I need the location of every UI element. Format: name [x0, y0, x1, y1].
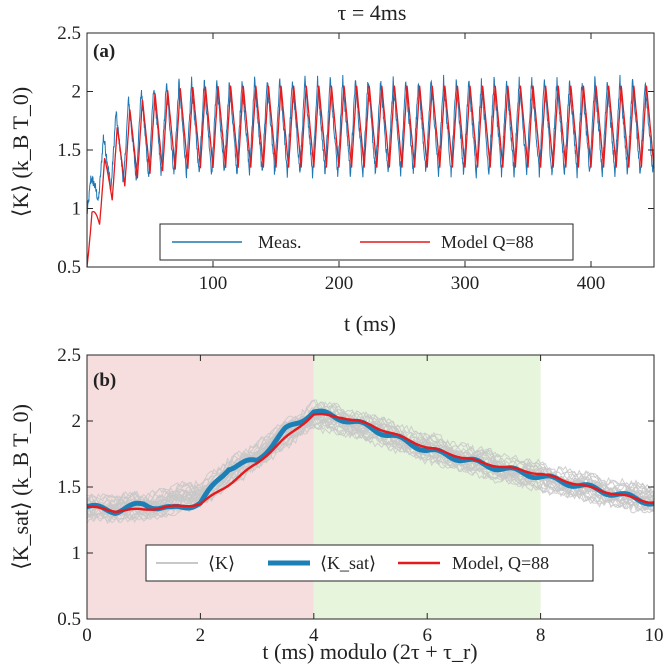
panel-b-y-label: ⟨K_sat⟩ (k_B T_0)	[8, 404, 33, 570]
series-k-trace	[86, 399, 655, 511]
legend-k-label: ⟨K⟩	[208, 553, 235, 573]
panel-a-legend: Meas. Model Q=88	[159, 223, 574, 261]
panel-a-y-tick-label: 1.5	[57, 140, 81, 161]
figure-title: τ = 4ms	[338, 0, 407, 25]
panel-b-y-tick-label: 1.5	[57, 477, 81, 498]
panel-a-series	[86, 74, 655, 268]
panel-b-x-ticks: 0 2 4 6 8 10	[82, 355, 664, 646]
panel-a-y-tick-label: 0.5	[57, 257, 81, 278]
series-k-trace	[86, 418, 655, 524]
panel-b-x-tick-label: 2	[196, 625, 206, 646]
legend-meas-label: Meas.	[258, 232, 302, 252]
panel-b: 0 2 4 6 8 10 0.5 1 1.5 2 2.5 (b) t (ms) modulo (2…	[8, 345, 664, 664]
panel-a-x-label: t (ms)	[344, 311, 396, 336]
panel-a-y-ticks: 0.5 1 1.5 2 2.5	[57, 23, 654, 278]
panel-b-series	[85, 408, 656, 516]
panel-b-label: (b)	[93, 370, 116, 391]
series-model-b-line	[86, 412, 655, 513]
legend-model-label: Model Q=88	[441, 232, 534, 252]
legend-model-b-label: Model, Q=88	[452, 553, 549, 573]
panel-b-x-label: t (ms) modulo (2τ + τ_r)	[262, 639, 477, 664]
legend-ksat-label: ⟨K_sat⟩	[320, 553, 376, 573]
panel-b-legend-box	[145, 544, 594, 582]
series-k-trace	[86, 418, 655, 524]
panel-a-y-tick-label: 2.5	[57, 23, 81, 44]
panel-b-y-tick-label: 2.5	[57, 345, 81, 366]
panel-b-y-tick-label: 2	[72, 411, 82, 432]
panel-b-x-tick-label: 4	[309, 625, 319, 646]
series-ksat-line	[85, 408, 656, 516]
panel-b-y-ticks: 0.5 1 1.5 2 2.5	[57, 345, 654, 630]
series-model-line	[86, 85, 655, 268]
panel-a-y-tick-label: 1	[72, 199, 82, 220]
panel-a-y-tick-label: 2	[72, 82, 82, 103]
panel-b-y-tick-label: 1	[72, 543, 82, 564]
panel-a-y-label: ⟨K⟩ (k_B T_0)	[8, 87, 33, 217]
series-k-trace	[87, 399, 655, 510]
panel-b-legend: ⟨K⟩ ⟨K_sat⟩ Model, Q=88	[145, 544, 594, 582]
panel-a-x-tick-label: 100	[199, 273, 228, 294]
panel-b-x-tick-label: 6	[422, 625, 432, 646]
panel-b-x-tick-label: 10	[645, 625, 664, 646]
panel-b-x-tick-label: 0	[82, 625, 92, 646]
panel-a-x-ticks: 100 200 300 400	[199, 33, 606, 294]
panel-a: 100 200 300 400 0.5 1 1.5 2 2.5 (a) t (ms) ⟨K⟩ …	[8, 23, 655, 336]
panel-a-x-tick-label: 300	[451, 273, 480, 294]
panel-a-label: (a)	[93, 41, 115, 62]
panel-a-x-tick-label: 400	[577, 273, 606, 294]
panel-b-x-tick-label: 8	[536, 625, 546, 646]
panel-b-y-tick-label: 0.5	[57, 609, 81, 630]
panel-a-x-tick-label: 200	[325, 273, 354, 294]
